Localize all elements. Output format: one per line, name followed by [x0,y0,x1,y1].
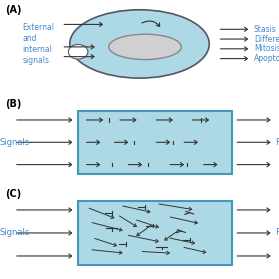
Text: (B): (B) [6,99,22,109]
Text: Mitosis: Mitosis [254,44,279,53]
FancyBboxPatch shape [78,201,232,265]
Text: Apoptosis: Apoptosis [254,54,279,63]
Text: Differentiation: Differentiation [254,35,279,44]
Ellipse shape [68,44,88,59]
Circle shape [109,34,181,60]
Text: (C): (C) [6,189,22,199]
Text: Signals: Signals [0,229,30,237]
Text: Responses: Responses [275,138,279,147]
FancyBboxPatch shape [78,111,232,174]
Text: Stasis: Stasis [254,25,277,34]
Text: Responses: Responses [275,229,279,237]
Text: (A): (A) [6,5,22,15]
Text: External
and
internal
signals: External and internal signals [22,23,54,65]
Ellipse shape [70,10,209,78]
Text: Signals: Signals [0,138,30,147]
